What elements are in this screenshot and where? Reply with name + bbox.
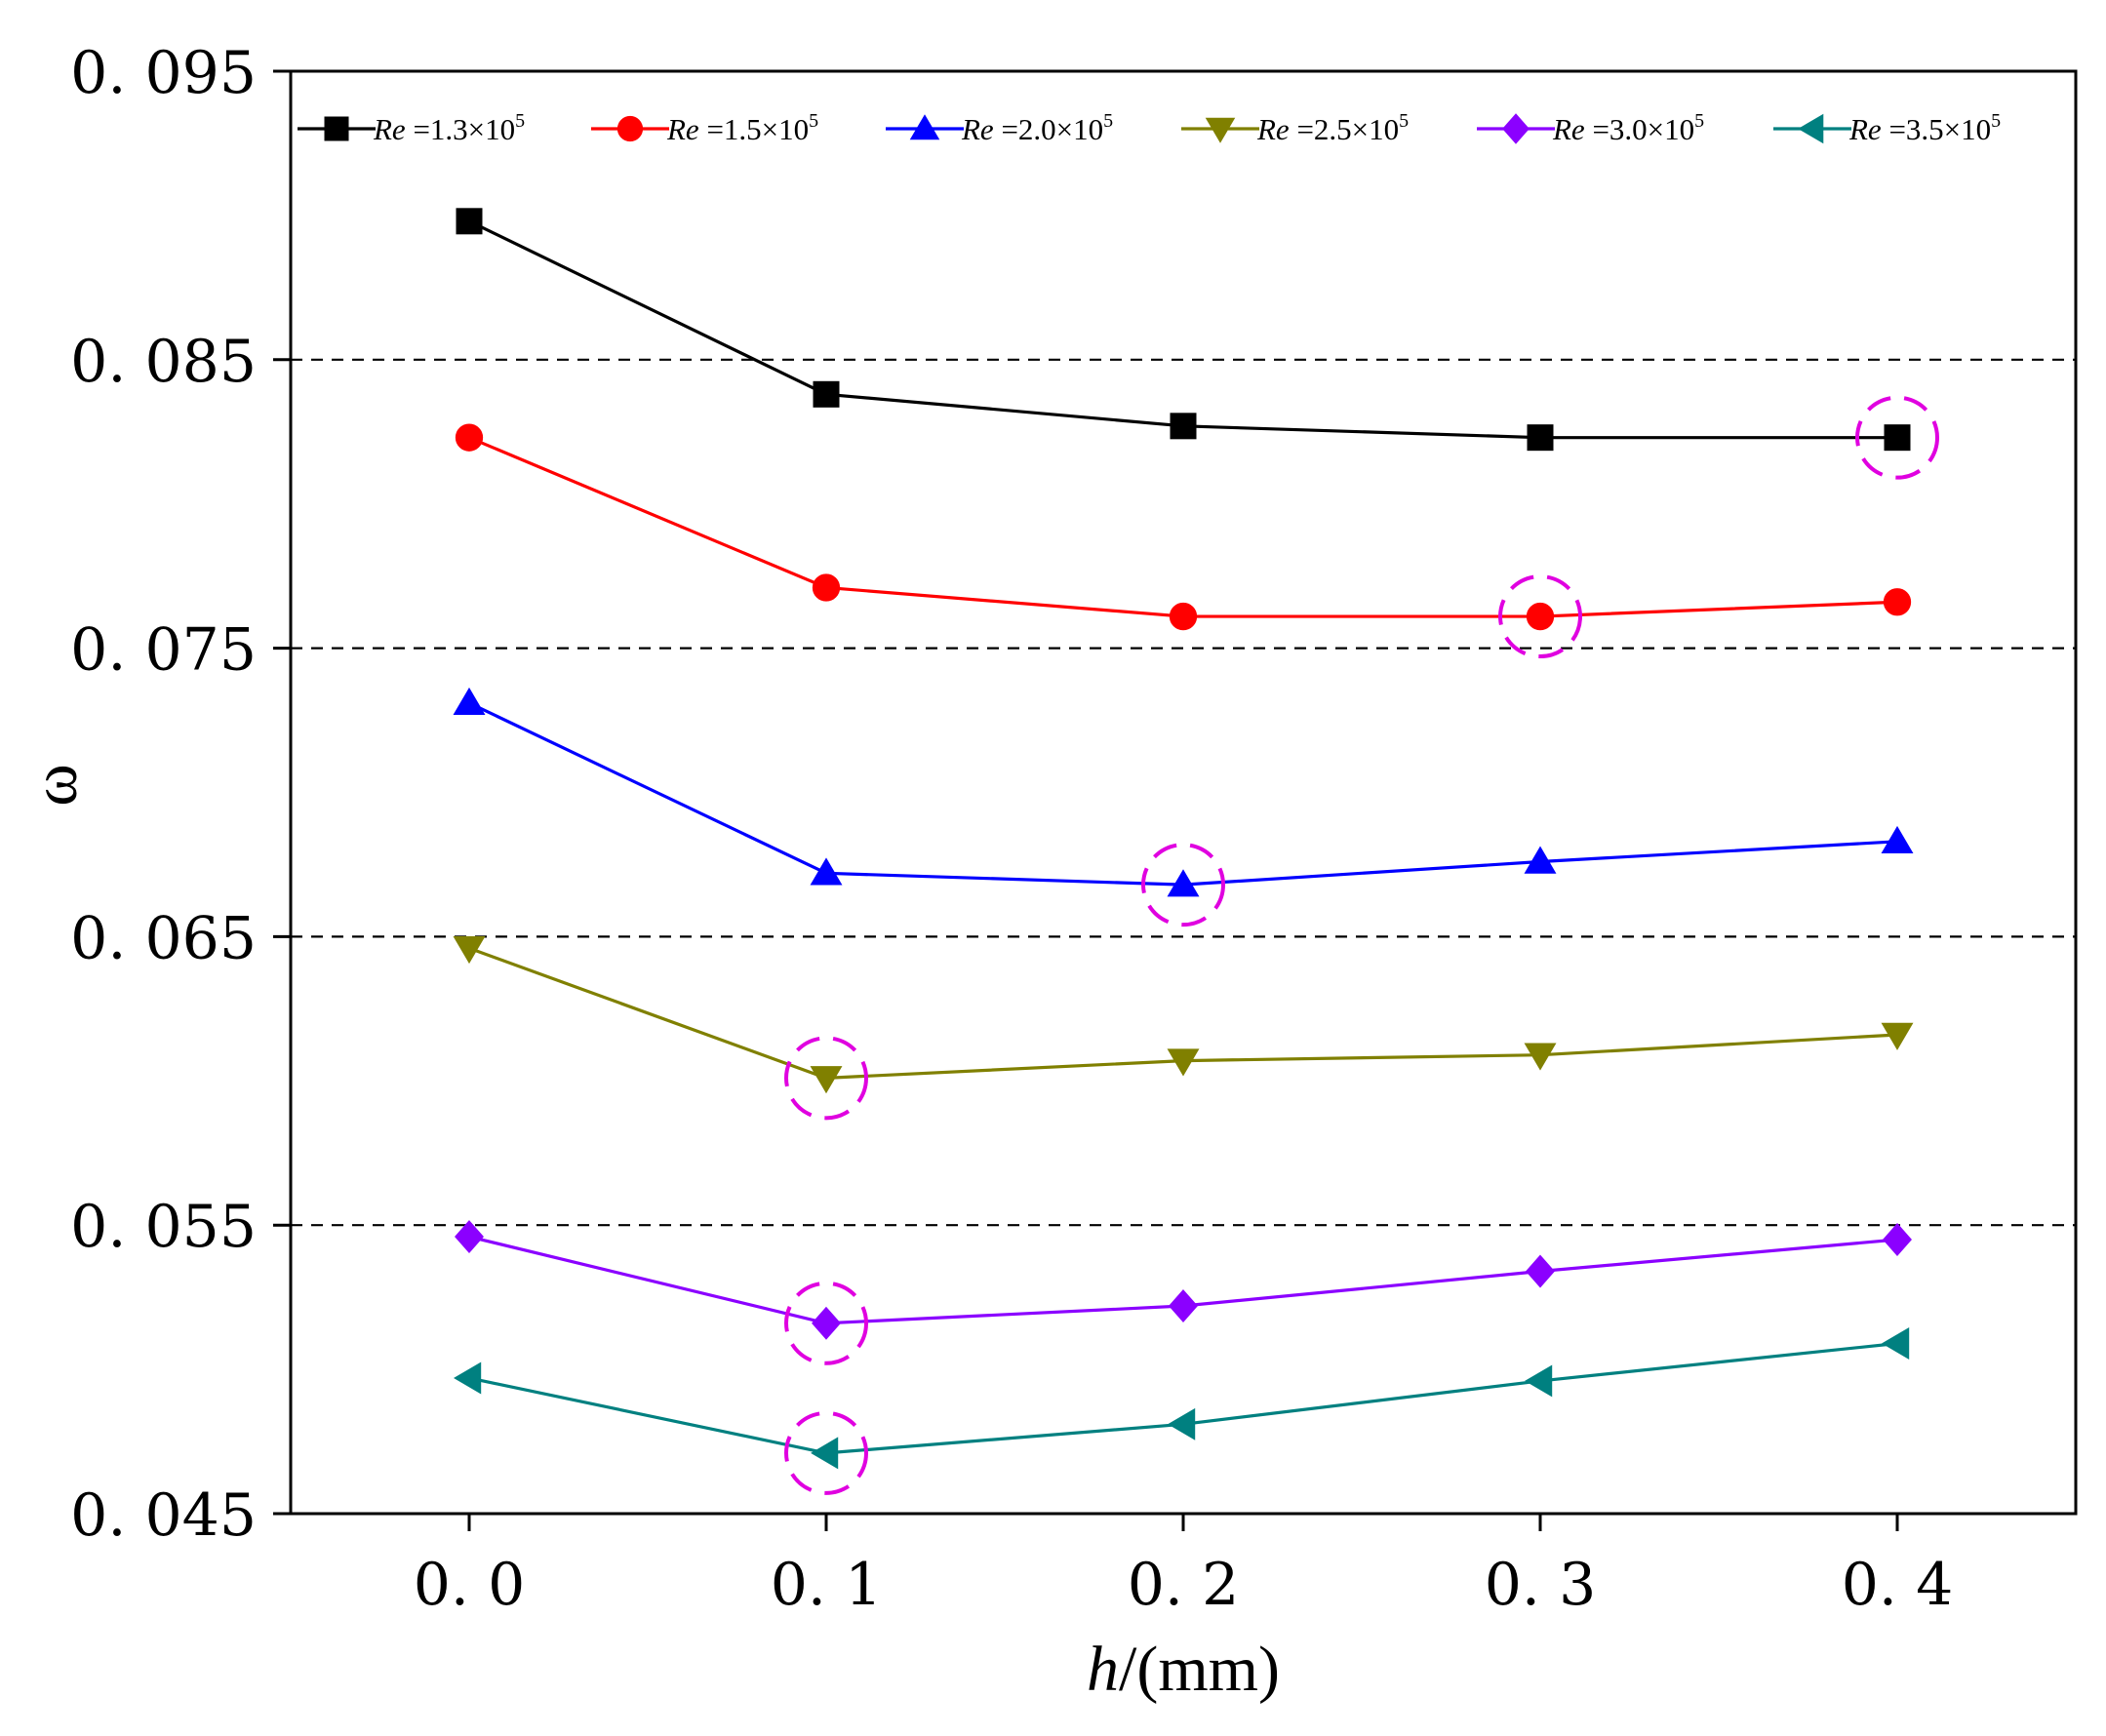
series-markers [453, 208, 1914, 1470]
series-1-point-3 [1526, 602, 1555, 631]
legend-label-2: Re =2.0×105 [961, 110, 1113, 146]
series-2-point-0 [453, 687, 486, 716]
series-2-point-2 [1167, 869, 1200, 897]
legend-label-3: Re =2.5×105 [1256, 110, 1409, 146]
x-tick-label-3: 0. 3 [1485, 1551, 1597, 1619]
legend-marker-3 [1205, 117, 1236, 143]
highlight-circles [784, 395, 1939, 1495]
series-0-point-3 [1527, 424, 1554, 452]
series-4-point-3 [1526, 1254, 1555, 1288]
series-1-point-4 [1883, 588, 1912, 616]
highlight-circle-2 [1141, 843, 1225, 927]
x-tick-label-1: 0. 1 [771, 1551, 883, 1619]
legend-item-1: Re =1.5×105 [591, 110, 818, 146]
series-2-point-1 [810, 857, 843, 886]
series-5-point-3 [1525, 1364, 1553, 1398]
series-lines [468, 219, 1898, 1455]
legend-marker-1 [616, 115, 644, 142]
series-3-point-1 [810, 1066, 843, 1094]
x-tick-label-0: 0. 0 [414, 1551, 526, 1619]
legend-label-0: Re =1.3×105 [373, 110, 525, 146]
highlight-circle-1 [1498, 574, 1582, 659]
x-axis-title: h/(mm) [1087, 1634, 1280, 1705]
series-0-point-1 [813, 380, 840, 408]
series-0-point-0 [456, 208, 483, 235]
legend-marker-0 [324, 116, 349, 141]
legend-item-2: Re =2.0×105 [886, 110, 1113, 146]
y-tick-label-0: 0. 045 [70, 1481, 257, 1550]
x-axis-title-unit: /(mm) [1119, 1634, 1280, 1705]
series-4-point-2 [1169, 1289, 1198, 1323]
series-3-point-2 [1167, 1048, 1200, 1077]
series-3-point-0 [453, 936, 486, 965]
series-3-point-4 [1881, 1022, 1914, 1050]
series-line-5 [468, 1341, 1898, 1455]
legend-marker-5 [1798, 113, 1824, 144]
y-tick-label-1: 0. 055 [70, 1193, 257, 1261]
series-line-0 [468, 219, 1897, 440]
legend-label-4: Re =3.0×105 [1552, 110, 1704, 146]
legend: Re =1.3×105 Re =1.5×105 Re =2.0×105 Re =2.5… [298, 110, 2001, 146]
legend-item-4: Re =3.0×105 [1477, 110, 1704, 146]
grid-lines [291, 358, 2076, 1227]
y-axis-title: ω [20, 764, 91, 806]
legend-marker-2 [909, 114, 940, 140]
x-tick-label-2: 0. 2 [1128, 1551, 1240, 1619]
series-4-point-0 [455, 1220, 484, 1254]
series-0-point-2 [1170, 413, 1197, 440]
highlight-circle-5 [784, 1410, 868, 1495]
series-4-point-1 [812, 1306, 841, 1340]
y-tick-label-5: 0. 095 [70, 39, 257, 107]
legend-item-5: Re =3.5×105 [1773, 110, 2001, 146]
x-tick-label-4: 0. 4 [1842, 1551, 1954, 1619]
y-tick-label-2: 0. 065 [70, 904, 257, 972]
series-1-point-2 [1169, 602, 1198, 631]
series-5-point-2 [1168, 1407, 1196, 1440]
legend-item-0: Re =1.3×105 [298, 110, 525, 146]
legend-marker-4 [1502, 113, 1530, 144]
series-3-point-3 [1524, 1043, 1557, 1071]
series-5-point-4 [1882, 1327, 1910, 1360]
series-2-point-4 [1881, 825, 1914, 853]
y-tick-label-3: 0. 075 [70, 616, 257, 685]
y-axis: 0. 045 0. 055 0. 065 0. 075 0. 085 0. 095 [70, 39, 291, 1550]
series-1-point-0 [455, 423, 484, 452]
series-line-1 [468, 436, 1898, 618]
y-tick-label-4: 0. 085 [70, 328, 257, 396]
series-1-point-1 [812, 573, 841, 602]
legend-item-3: Re =2.5×105 [1181, 110, 1409, 146]
highlight-circle-4 [784, 1281, 868, 1365]
x-axis: 0. 0 0. 1 0. 2 0. 3 0. 4 [414, 1514, 1954, 1619]
legend-label-1: Re =1.5×105 [666, 110, 818, 146]
x-axis-title-italic: h [1087, 1634, 1119, 1705]
legend-label-5: Re =3.5×105 [1848, 110, 2001, 146]
series-5-point-1 [811, 1437, 839, 1470]
series-line-2 [468, 701, 1898, 887]
series-5-point-0 [454, 1361, 482, 1395]
series-2-point-3 [1524, 846, 1557, 874]
series-4-point-4 [1883, 1222, 1912, 1256]
series-0-point-4 [1884, 424, 1911, 452]
highlight-circle-3 [784, 1036, 868, 1121]
highlight-circle-0 [1855, 395, 1939, 480]
